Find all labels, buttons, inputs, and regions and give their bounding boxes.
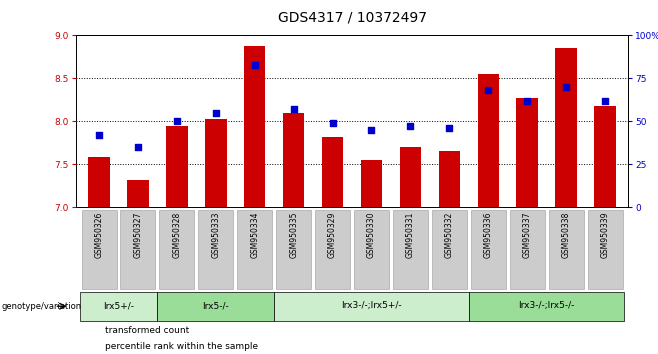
Bar [517,98,538,207]
Text: transformed count: transformed count [105,326,190,335]
Point [288,107,299,112]
Point [172,118,182,124]
Point [249,62,260,67]
FancyBboxPatch shape [157,292,274,321]
Text: GSM950334: GSM950334 [250,211,259,258]
Text: GSM950326: GSM950326 [95,211,103,258]
Text: GSM950338: GSM950338 [562,211,570,258]
Text: genotype/variation: genotype/variation [1,302,82,311]
FancyBboxPatch shape [120,210,155,290]
Bar [283,113,305,207]
Point [211,110,221,115]
Point [483,87,494,93]
Point [133,144,143,150]
Bar [478,74,499,207]
FancyBboxPatch shape [468,292,624,321]
Text: lrx3-/-;lrx5+/-: lrx3-/-;lrx5+/- [342,301,402,310]
FancyBboxPatch shape [80,292,157,321]
Point [522,98,532,103]
FancyBboxPatch shape [276,210,311,290]
FancyBboxPatch shape [510,210,545,290]
FancyBboxPatch shape [315,210,350,290]
FancyBboxPatch shape [549,210,584,290]
Text: GDS4317 / 10372497: GDS4317 / 10372497 [278,11,426,25]
Point [405,124,416,129]
Bar [399,147,421,207]
FancyBboxPatch shape [159,210,194,290]
Text: GSM950327: GSM950327 [134,211,142,258]
Text: lrx3-/-;lrx5-/-: lrx3-/-;lrx5-/- [519,301,575,310]
Text: GSM950337: GSM950337 [522,211,532,258]
Text: GSM950336: GSM950336 [484,211,493,258]
Bar [439,151,460,207]
FancyBboxPatch shape [82,210,116,290]
Text: percentile rank within the sample: percentile rank within the sample [105,342,259,350]
Bar [166,126,188,207]
Bar [244,46,265,207]
Bar [361,160,382,207]
Text: GSM950328: GSM950328 [172,211,182,258]
Text: lrx5+/-: lrx5+/- [103,301,134,310]
Bar [88,157,110,207]
Text: GSM950329: GSM950329 [328,211,337,258]
FancyBboxPatch shape [588,210,622,290]
Bar [594,106,616,207]
FancyBboxPatch shape [470,210,506,290]
Point [561,84,571,90]
FancyBboxPatch shape [198,210,234,290]
Text: GSM950333: GSM950333 [211,211,220,258]
Point [367,127,377,133]
Text: GSM950330: GSM950330 [367,211,376,258]
Bar [127,179,149,207]
Text: GSM950331: GSM950331 [406,211,415,258]
Text: GSM950335: GSM950335 [289,211,298,258]
Point [327,120,338,126]
Text: lrx5-/-: lrx5-/- [203,301,229,310]
Text: GSM950332: GSM950332 [445,211,454,258]
FancyBboxPatch shape [274,292,468,321]
Bar [205,119,226,207]
Text: GSM950339: GSM950339 [601,211,609,258]
FancyBboxPatch shape [393,210,428,290]
Point [444,125,455,131]
Bar [322,137,343,207]
Bar [555,48,577,207]
Point [93,132,104,138]
Point [600,98,611,103]
FancyBboxPatch shape [432,210,467,290]
FancyBboxPatch shape [237,210,272,290]
FancyBboxPatch shape [354,210,389,290]
